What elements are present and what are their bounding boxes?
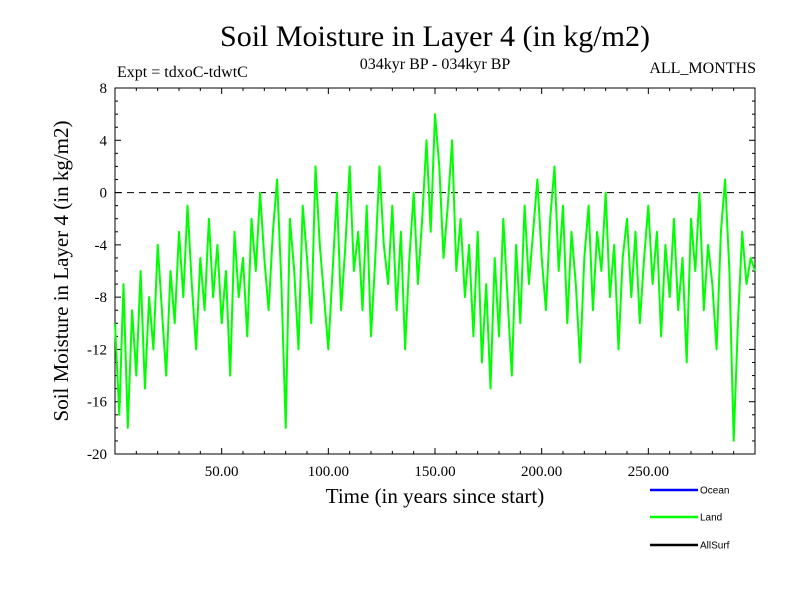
plot-area: 8 4 0 -4 -8 -12 -16 -20 50.00 100.00 150.00 200.00 2…: [87, 81, 756, 480]
y-tick-label: 0: [100, 186, 108, 202]
chart-title: Soil Moisture in Layer 4 (in kg/m2): [220, 20, 650, 53]
y-tick-label: -8: [95, 290, 108, 306]
chart-subtitle-left: Expt = tdxoC-tdwtC: [117, 64, 248, 81]
x-tick-label: 200.00: [521, 464, 562, 480]
legend-label-ocean: Ocean: [700, 486, 729, 497]
x-tick-label: 150.00: [414, 464, 455, 480]
y-tick-label: -16: [87, 395, 107, 411]
x-axis-label: Time (in years since start): [326, 484, 545, 508]
chart-subtitle-center: 034kyr BP - 034kyr BP: [360, 56, 511, 73]
y-tick-label: -4: [95, 238, 108, 254]
y-tick-label: -12: [87, 342, 107, 358]
x-tick-label: 100.00: [308, 464, 349, 480]
y-tick-label: -20: [87, 447, 107, 463]
x-tick-label: 50.00: [205, 464, 239, 480]
legend-label-allsurf: AllSurf: [700, 541, 730, 552]
x-tick-label: 250.00: [628, 464, 669, 480]
y-tick-label: 4: [100, 133, 108, 149]
y-tick-label: 8: [100, 81, 108, 97]
y-axis-label: Soil Moisture in Layer 4 (in kg/m2): [49, 121, 73, 422]
series-line-land: [114, 113, 756, 442]
legend: Ocean Land AllSurf: [650, 486, 730, 552]
legend-label-land: Land: [700, 513, 722, 524]
chart-subtitle-right: ALL_MONTHS: [649, 60, 756, 77]
